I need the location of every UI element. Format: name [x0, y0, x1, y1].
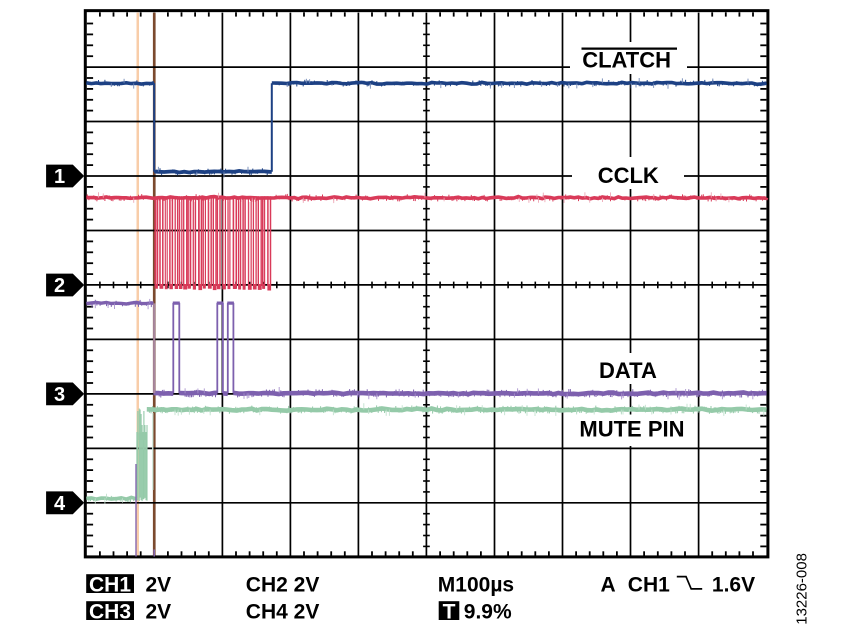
svg-text:2V: 2V	[146, 573, 172, 596]
svg-text:2V: 2V	[146, 600, 172, 623]
svg-text:CLATCH: CLATCH	[582, 48, 671, 73]
svg-text:DATA: DATA	[599, 358, 657, 383]
svg-text:T: T	[443, 600, 456, 623]
svg-text:1: 1	[54, 166, 65, 188]
svg-text:A: A	[601, 573, 616, 596]
svg-text:CH4 2V: CH4 2V	[246, 600, 320, 623]
svg-text:9.9%: 9.9%	[464, 600, 512, 623]
svg-text:13226-008: 13226-008	[794, 553, 811, 625]
svg-text:M100µs: M100µs	[438, 573, 514, 596]
svg-text:1.6V: 1.6V	[712, 573, 755, 596]
svg-text:4: 4	[54, 493, 66, 515]
svg-text:2: 2	[54, 275, 65, 297]
svg-text:CH1: CH1	[628, 573, 670, 596]
svg-text:MUTE PIN: MUTE PIN	[579, 417, 684, 442]
svg-text:CH1: CH1	[89, 573, 131, 596]
svg-text:3: 3	[54, 384, 65, 406]
svg-text:CH3: CH3	[89, 600, 131, 623]
svg-text:CH2 2V: CH2 2V	[246, 573, 320, 596]
svg-text:CCLK: CCLK	[598, 163, 659, 188]
